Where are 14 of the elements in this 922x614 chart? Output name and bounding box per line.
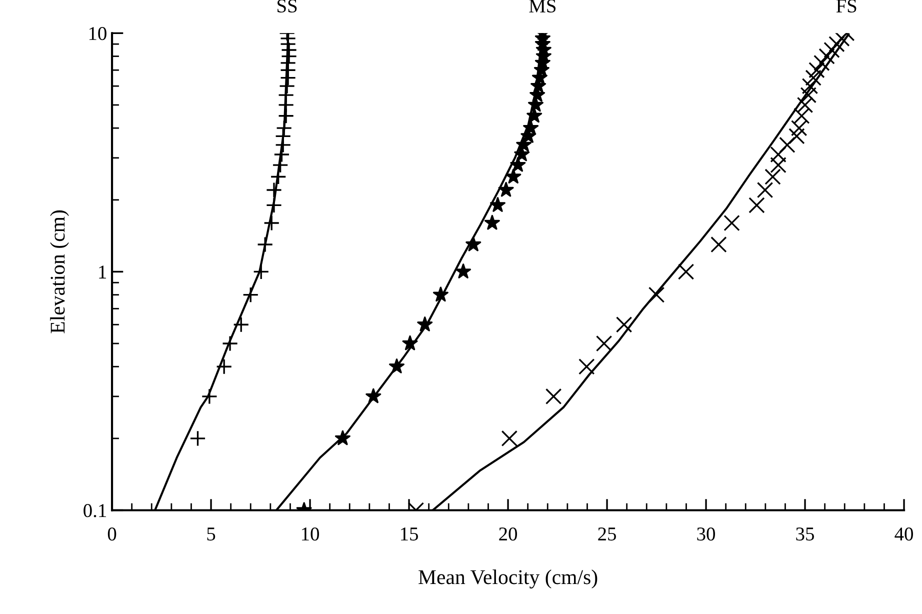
y-axis-title: Elevation (cm) [50, 210, 69, 334]
x-tick-label: 0 [108, 527, 116, 541]
x-tick-label: 20 [499, 527, 518, 541]
x-tick-label: 30 [697, 527, 715, 541]
y-tick-label: 1 [99, 266, 106, 278]
x-tick-label: 15 [401, 528, 418, 541]
x-tick-label: 10 [302, 527, 320, 541]
x-tick-label: 5 [207, 528, 216, 541]
x-tick-label: 35 [796, 528, 814, 541]
x-axis-title: Mean Velocity (cm/s) [418, 570, 598, 588]
y-tick-label: 0.1 [84, 504, 106, 518]
x-tick-label: 40 [894, 527, 913, 541]
y-tick-label: 10 [89, 26, 106, 40]
x-tick-label: 25 [598, 528, 616, 541]
